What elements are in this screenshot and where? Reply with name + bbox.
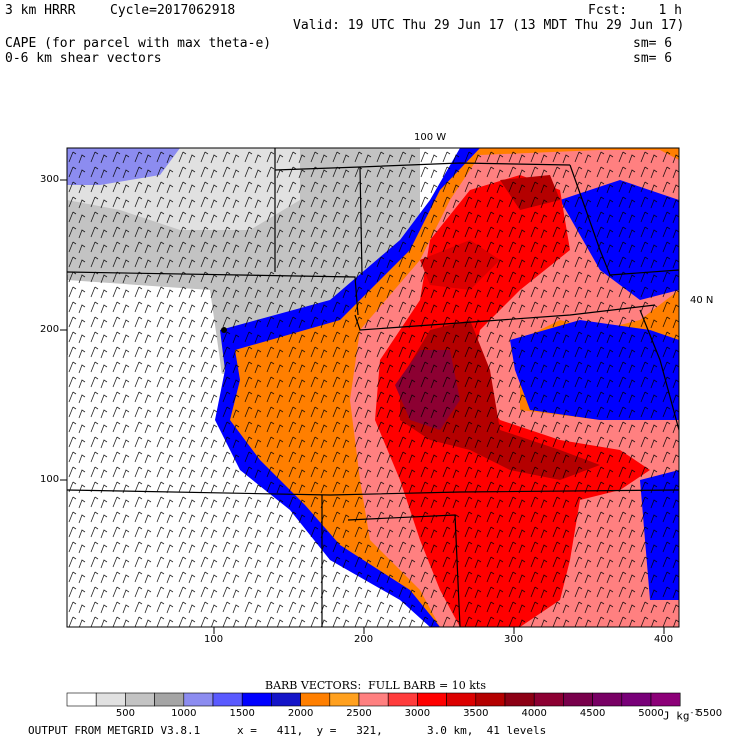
colorbar-swatch [66,692,97,707]
map-frame [66,147,680,628]
colorbar-swatch [650,692,681,707]
colorbar-swatch [329,692,360,707]
field-name-cape: CAPE (for parcel with max theta-e) [5,36,272,51]
latitude-label: 40 N [690,295,714,306]
colorbar-label: 1000 [171,708,197,719]
colorbar-swatch [212,692,243,707]
colorbar-label: 3000 [404,708,431,719]
x-tick-label: 100 [204,634,224,645]
colorbar-label: 5500 [696,708,723,719]
colorbar-label: 4000 [521,708,547,719]
colorbar-swatch [504,692,535,707]
longitude-label: 100 W [414,132,447,143]
colorbar-swatch [533,692,564,707]
state-boundaries [67,148,679,627]
y-tick-label: 300 [40,174,60,185]
valid-time: Valid: 19 UTC Thu 29 Jun 17 (13 MDT Thu … [293,18,685,33]
colorbar-swatch [241,692,272,707]
cape-field [67,148,679,627]
colorbar-label: 5000 [638,708,664,719]
colorbar-unit: J kg-1 [663,708,700,723]
colorbar-label: 3500 [463,708,489,719]
footer-grid: 3.0 km, 41 levels [427,724,547,737]
footer-program: OUTPUT FROM METGRID V3.8.1 [28,724,201,737]
colorbar-swatch [563,692,593,707]
smoothing-2: sm= 6 [633,51,673,66]
colorbar-label: 2000 [287,708,314,719]
colorbar-label: 500 [115,708,135,719]
colorbar-swatch [387,692,418,707]
y-tick-label: 100 [40,474,60,485]
colorbar-swatch [592,692,623,707]
cycle-label: Cycle=2017062918 [110,3,236,18]
axis-ticks [60,179,665,634]
colorbar-swatch [300,692,331,707]
colorbar-swatch [475,692,506,707]
colorbar-label: 4500 [579,708,606,719]
colorbar-swatch [417,692,447,707]
colorbar-swatch [446,692,477,707]
location-marker [221,327,227,333]
model-title: 3 km HRRR [5,3,76,18]
x-tick-label: 200 [354,634,374,645]
field-name-shear: 0-6 km shear vectors [5,51,162,66]
colorbar-label: 2500 [346,708,372,719]
colorbar-swatch [271,692,301,707]
x-tick-label: 300 [504,634,524,645]
smoothing-1: sm= 6 [633,36,673,51]
colorbar-label: 1500 [229,708,255,719]
colorbar-swatch [358,692,389,707]
colorbar-swatch [95,692,126,707]
y-tick-label: 200 [40,324,60,335]
forecast-hour: Fcst: 1 h [588,3,682,18]
colorbar-swatch [183,692,214,707]
x-tick-label: 400 [654,634,674,645]
colorbar-swatch [125,692,155,707]
footer-coords: x = 411, y = 321, [237,724,383,737]
barb-legend: BARB VECTORS: FULL BARB = 10 kts [265,679,486,692]
colorbar-swatch [154,692,185,707]
colorbar-swatch [621,692,652,707]
colorbar [66,692,681,707]
